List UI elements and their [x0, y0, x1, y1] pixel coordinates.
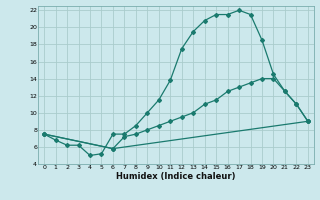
X-axis label: Humidex (Indice chaleur): Humidex (Indice chaleur)	[116, 172, 236, 181]
